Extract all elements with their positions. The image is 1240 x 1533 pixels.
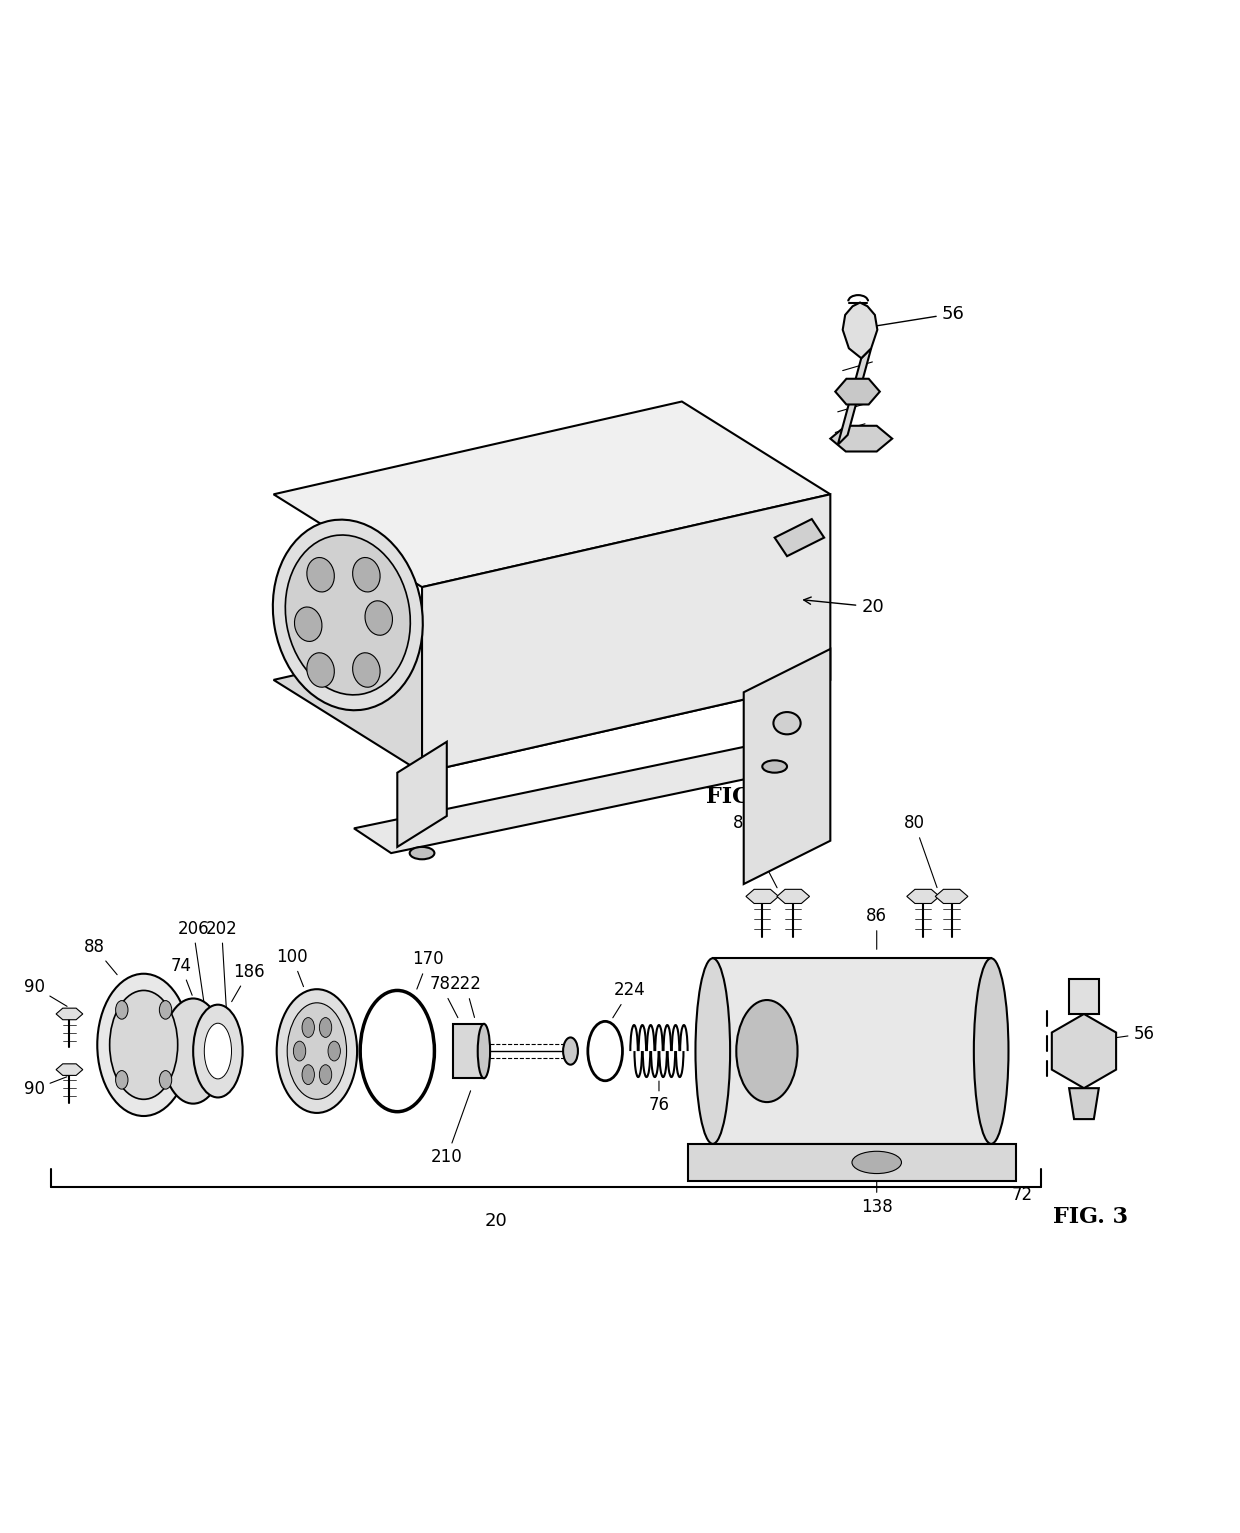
Text: 56: 56 [1111, 1024, 1154, 1042]
Ellipse shape [160, 1001, 171, 1019]
Text: 210: 210 [432, 1091, 471, 1167]
Text: 90: 90 [24, 1076, 67, 1098]
Polygon shape [397, 742, 446, 846]
Polygon shape [713, 958, 991, 1144]
Polygon shape [422, 494, 831, 773]
Ellipse shape [285, 535, 410, 694]
Polygon shape [935, 889, 968, 903]
Ellipse shape [277, 989, 357, 1113]
Ellipse shape [376, 1013, 419, 1088]
Text: 90: 90 [24, 978, 67, 1006]
Ellipse shape [352, 653, 381, 687]
Polygon shape [274, 587, 831, 773]
Ellipse shape [477, 1024, 490, 1078]
Polygon shape [56, 1064, 83, 1076]
Text: 72: 72 [1004, 1165, 1033, 1203]
Text: 20: 20 [804, 596, 884, 616]
Ellipse shape [409, 846, 434, 860]
Polygon shape [746, 889, 779, 903]
Text: 222: 222 [449, 975, 481, 1018]
Ellipse shape [303, 1065, 315, 1084]
Text: 20: 20 [485, 1213, 507, 1229]
Text: 80: 80 [733, 814, 777, 888]
Text: 74: 74 [170, 957, 192, 995]
Ellipse shape [774, 711, 801, 734]
Ellipse shape [329, 1041, 341, 1061]
Text: 80: 80 [904, 814, 937, 888]
Ellipse shape [320, 1065, 332, 1084]
Ellipse shape [205, 1023, 232, 1079]
Ellipse shape [294, 1041, 306, 1061]
Text: FIG. 3: FIG. 3 [1053, 1206, 1127, 1228]
Ellipse shape [696, 958, 730, 1144]
Ellipse shape [303, 1018, 315, 1038]
Ellipse shape [193, 1004, 243, 1098]
Polygon shape [453, 1024, 484, 1078]
Polygon shape [838, 348, 872, 445]
Polygon shape [353, 742, 806, 852]
Text: 186: 186 [232, 963, 264, 1001]
Polygon shape [777, 889, 810, 903]
Ellipse shape [115, 1070, 128, 1088]
Polygon shape [1069, 1088, 1099, 1119]
Polygon shape [1052, 1013, 1116, 1088]
Ellipse shape [352, 558, 381, 592]
Ellipse shape [97, 973, 190, 1116]
Ellipse shape [973, 958, 1008, 1144]
Polygon shape [1069, 980, 1099, 1013]
Ellipse shape [763, 760, 787, 773]
Ellipse shape [273, 520, 423, 710]
Text: 78: 78 [430, 975, 458, 1018]
Ellipse shape [306, 558, 335, 592]
Ellipse shape [115, 1001, 128, 1019]
Text: 206: 206 [177, 920, 210, 1036]
Ellipse shape [320, 1018, 332, 1038]
Ellipse shape [365, 601, 393, 635]
Ellipse shape [294, 607, 322, 641]
Text: 224: 224 [613, 981, 646, 1018]
Text: FIG. 2: FIG. 2 [706, 786, 781, 808]
Ellipse shape [109, 990, 177, 1099]
Polygon shape [836, 379, 880, 405]
Polygon shape [775, 520, 825, 556]
Ellipse shape [737, 1000, 797, 1102]
Text: 170: 170 [413, 950, 444, 989]
Text: 88: 88 [83, 938, 117, 975]
Ellipse shape [306, 653, 335, 687]
Ellipse shape [563, 1038, 578, 1065]
Polygon shape [744, 648, 831, 885]
Text: 138: 138 [861, 1165, 893, 1216]
Text: 86: 86 [867, 908, 888, 949]
Polygon shape [843, 302, 878, 359]
Polygon shape [56, 1009, 83, 1019]
Polygon shape [906, 889, 940, 903]
Text: 56: 56 [870, 305, 965, 327]
Text: 76: 76 [649, 1081, 670, 1114]
Ellipse shape [852, 1151, 901, 1174]
Text: 202: 202 [206, 920, 238, 1073]
Ellipse shape [160, 1070, 171, 1088]
Polygon shape [831, 426, 893, 452]
Polygon shape [274, 402, 831, 587]
Text: 100: 100 [277, 947, 308, 987]
Ellipse shape [162, 998, 224, 1104]
Ellipse shape [288, 1003, 346, 1099]
Polygon shape [688, 1144, 1016, 1180]
